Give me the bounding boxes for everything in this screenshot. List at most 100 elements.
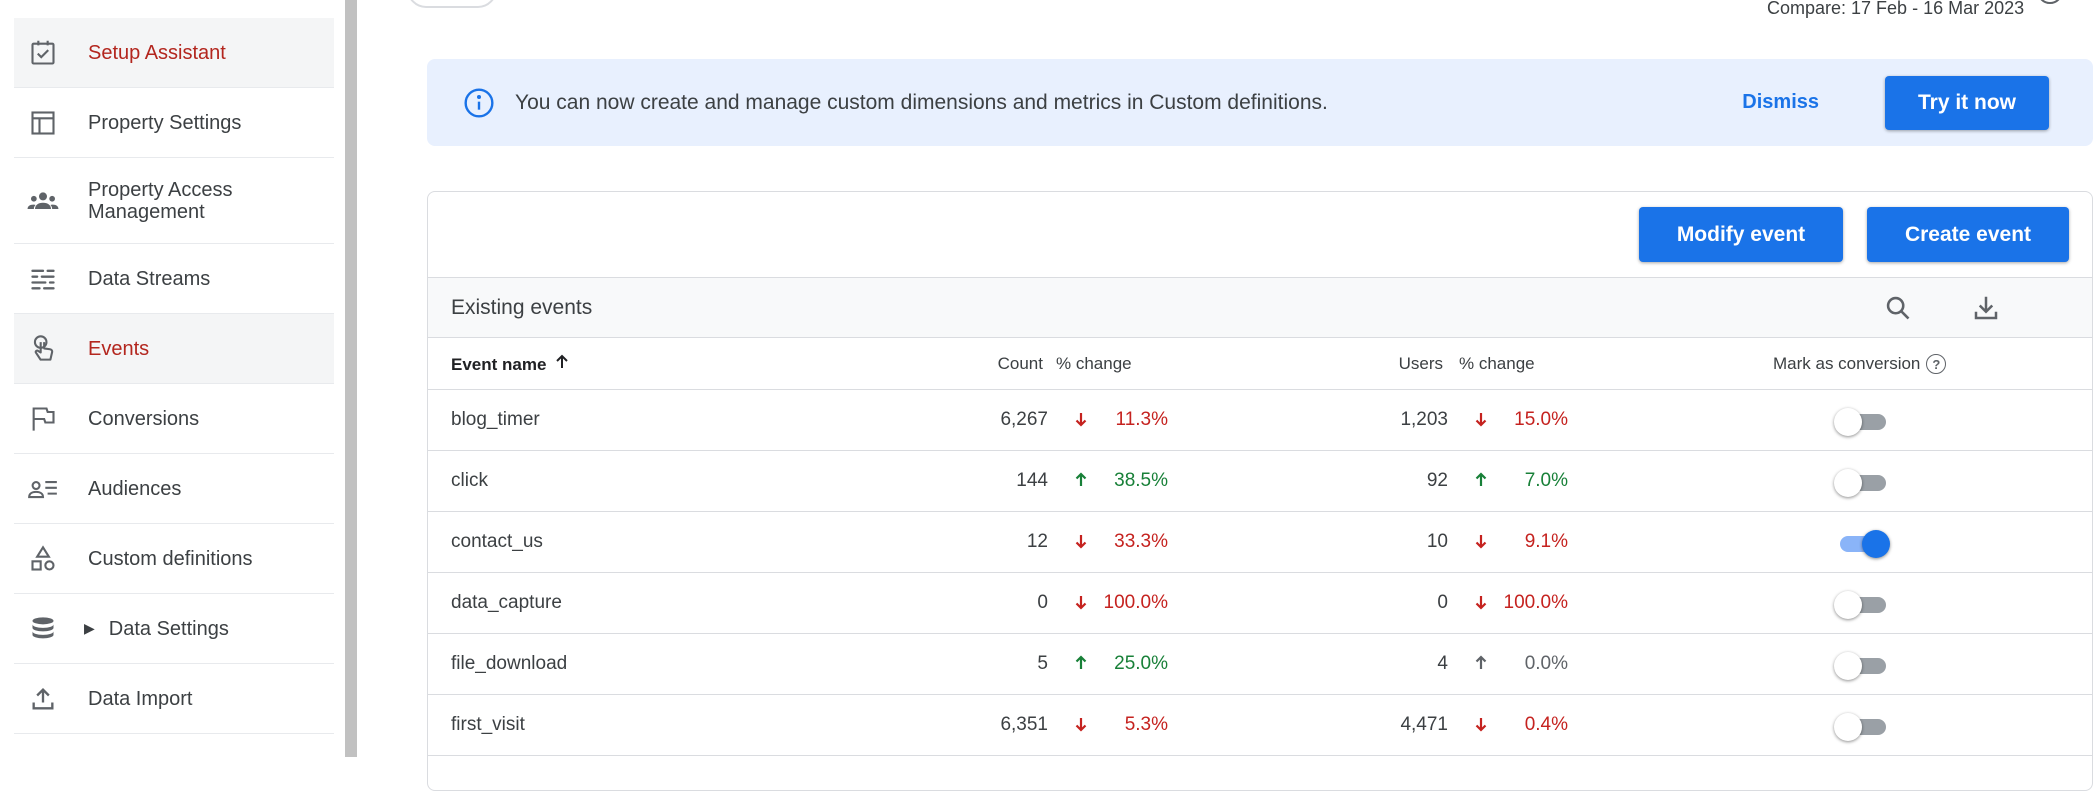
toggle-knob (1834, 408, 1862, 436)
count-percent-change: 38.5% (1114, 470, 1168, 491)
nav-list: Setup Assistant Property Settings Proper… (14, 18, 334, 734)
conversion-toggle[interactable] (1834, 652, 1888, 680)
event-count: 144 (1016, 470, 1048, 491)
column-header-event-name[interactable]: Event name (451, 354, 570, 375)
event-name[interactable]: first_visit (451, 714, 525, 735)
event-users: 92 (1426, 470, 1448, 491)
conversion-toggle[interactable] (1834, 408, 1888, 436)
conversion-toggle[interactable] (1834, 469, 1888, 497)
count-percent-change: 33.3% (1114, 531, 1168, 552)
column-header-count[interactable]: Count (997, 354, 1043, 373)
events-card: Modify event Create event Existing event… (427, 191, 2093, 791)
audience-icon (26, 472, 60, 506)
sidebar-item-label: Events (88, 337, 150, 360)
compare-date-range: Compare: 17 Feb - 16 Mar 2023 (1767, 0, 2025, 18)
try-it-now-button[interactable]: Try it now (1885, 75, 2049, 130)
sidebar-item-label: Data Streams (88, 267, 211, 290)
card-actions: Modify event Create event (428, 192, 2092, 278)
arrow-down-icon (1073, 532, 1089, 556)
streams-icon (26, 262, 60, 296)
event-count: 12 (1026, 531, 1048, 552)
date-chip[interactable] (407, 0, 497, 8)
column-header-users-change[interactable]: % change (1459, 354, 1535, 373)
sidebar-item-label: Property Access Management (88, 178, 233, 223)
arrow-down-icon (1473, 410, 1489, 434)
touch-icon (26, 332, 60, 366)
main-content: Compare: 17 Feb - 16 Mar 2023 You can no… (357, 0, 2100, 791)
sidebar-item-label: Data Settings (108, 617, 229, 640)
arrow-down-icon (1073, 410, 1089, 434)
sidebar-item-label: Data Import (88, 687, 193, 710)
conversion-toggle[interactable] (1834, 591, 1888, 619)
event-users: 4,471 (1400, 714, 1448, 735)
sidebar-item-data-streams[interactable]: Data Streams (14, 244, 334, 314)
arrow-up-icon (1073, 471, 1089, 495)
table-row[interactable]: first_visit 6,351 5.3% 4,471 0.4% (428, 695, 2092, 756)
event-name[interactable]: blog_timer (451, 409, 540, 430)
table-header: Event name Count % change Users % change… (428, 338, 2092, 390)
sidebar-item-label: Audiences (88, 477, 182, 500)
sidebar-item-label: Setup Assistant (88, 41, 226, 64)
count-percent-change: 11.3% (1115, 409, 1168, 430)
info-banner: You can now create and manage custom dim… (427, 59, 2093, 146)
event-name[interactable]: file_download (451, 653, 568, 674)
sidebar-item-property-settings[interactable]: Property Settings (14, 88, 334, 158)
people-icon (26, 184, 60, 218)
sidebar-item-events[interactable]: Events (14, 314, 334, 384)
arrow-up-icon (1473, 471, 1489, 495)
section-title: Existing events (451, 295, 593, 319)
event-name[interactable]: data_capture (451, 592, 562, 613)
help-icon[interactable]: ? (1926, 354, 1947, 374)
table-row[interactable]: file_download 5 25.0% 4 0.0% (428, 634, 2092, 695)
modify-event-button[interactable]: Modify event (1639, 207, 1843, 262)
event-name[interactable]: contact_us (451, 531, 543, 552)
upload-icon (26, 682, 60, 716)
search-icon[interactable] (1881, 291, 1915, 325)
sidebar-item-setup-assistant[interactable]: Setup Assistant (14, 18, 334, 88)
sidebar-item-label: Conversions (88, 407, 200, 430)
arrow-up-icon (1473, 654, 1489, 678)
users-percent-change: 0.0% (1524, 653, 1568, 674)
sidebar-item-audiences[interactable]: Audiences (14, 454, 334, 524)
users-percent-change: 7.0% (1524, 470, 1568, 491)
column-header-users[interactable]: Users (1398, 354, 1443, 373)
column-header-conversion: Mark as conversion ? (1773, 354, 1947, 374)
table-row[interactable]: contact_us 12 33.3% 10 9.1% (428, 512, 2092, 573)
toggle-knob (1862, 530, 1890, 558)
event-users: 1,203 (1400, 409, 1448, 430)
flag-icon (26, 402, 60, 436)
event-users: 4 (1437, 653, 1448, 674)
table-body: blog_timer 6,267 11.3% 1,203 15.0% click 144 38… (428, 390, 2092, 756)
help-icon[interactable] (2037, 0, 2063, 4)
users-percent-change: 100.0% (1503, 592, 1568, 613)
checkbox-icon (26, 36, 60, 70)
dismiss-button[interactable]: Dismiss (1742, 91, 1819, 113)
create-event-button[interactable]: Create event (1867, 207, 2069, 262)
conversion-toggle[interactable] (1834, 713, 1888, 741)
arrow-down-icon (1473, 715, 1489, 739)
download-icon[interactable] (1969, 291, 2003, 325)
conversion-toggle[interactable] (1834, 530, 1890, 558)
sidebar-item-custom-definitions[interactable]: Custom definitions (14, 524, 334, 594)
count-percent-change: 25.0% (1114, 653, 1168, 674)
caret-right-icon[interactable]: ▶ (84, 620, 95, 636)
sidebar-item-property-access-management[interactable]: Property Access Management (14, 158, 334, 244)
toggle-knob (1834, 591, 1862, 619)
count-percent-change: 100.0% (1103, 592, 1168, 613)
users-percent-change: 9.1% (1524, 531, 1568, 552)
sidebar-item-conversions[interactable]: Conversions (14, 384, 334, 454)
sidebar-scrollbar[interactable] (345, 0, 357, 757)
sidebar: Setup Assistant Property Settings Proper… (0, 0, 345, 757)
sidebar-item-data-import[interactable]: Data Import (14, 664, 334, 734)
table-row[interactable]: blog_timer 6,267 11.3% 1,203 15.0% (428, 390, 2092, 451)
info-icon (463, 87, 495, 119)
table-row[interactable]: data_capture 0 100.0% 0 100.0% (428, 573, 2092, 634)
event-count: 0 (1037, 592, 1048, 613)
column-header-count-change[interactable]: % change (1056, 354, 1132, 373)
sidebar-item-data-settings[interactable]: ▶ Data Settings (14, 594, 334, 664)
section-header: Existing events (428, 278, 2092, 338)
toggle-knob (1834, 652, 1862, 680)
event-name[interactable]: click (451, 470, 488, 491)
event-users: 10 (1426, 531, 1448, 552)
table-row[interactable]: click 144 38.5% 92 7.0% (428, 451, 2092, 512)
